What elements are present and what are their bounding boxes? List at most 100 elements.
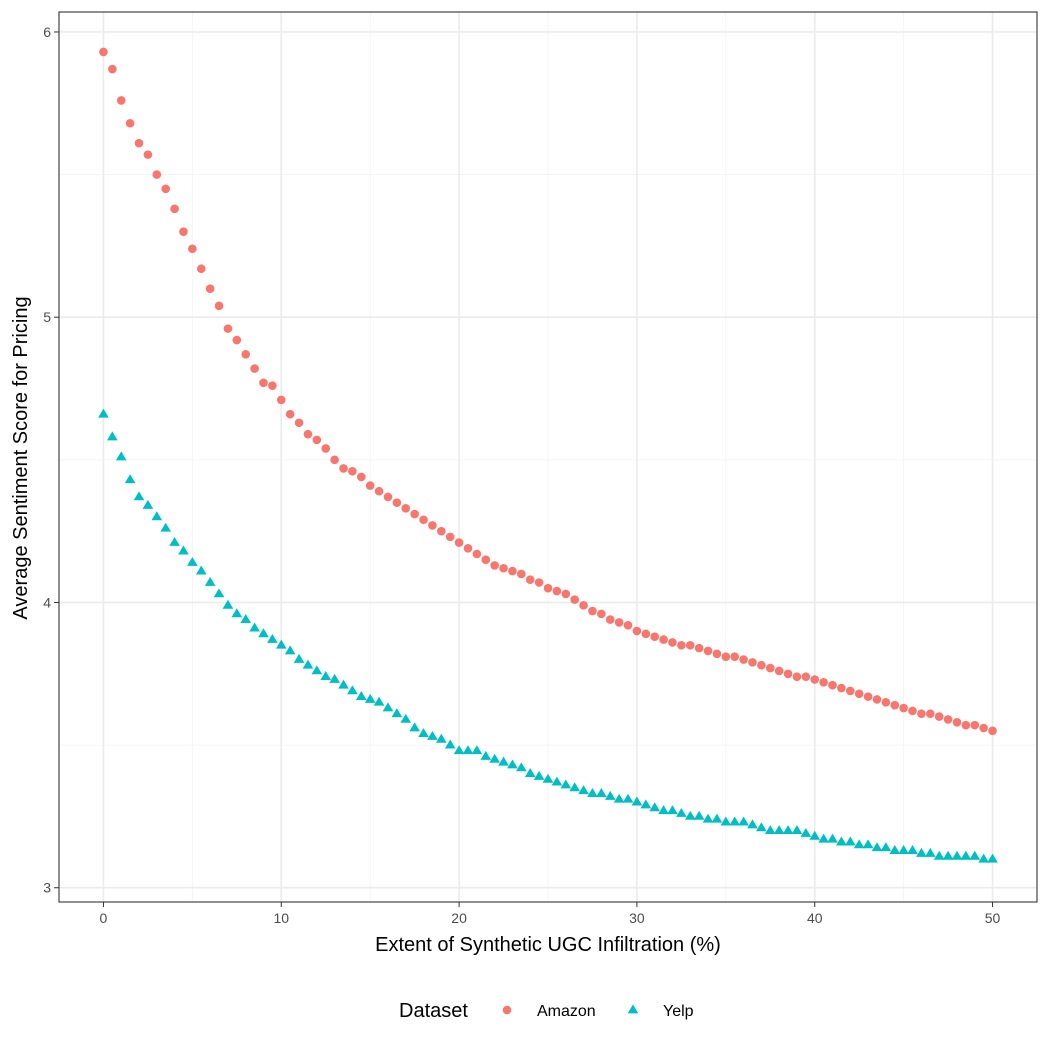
yelp-point (649, 802, 661, 812)
yelp-point (889, 845, 901, 855)
yelp-point (880, 842, 892, 852)
yelp-point (338, 679, 349, 689)
yelp-point (453, 745, 465, 755)
yelp-point (133, 491, 145, 501)
yelp-point (222, 599, 234, 609)
amazon-point (650, 632, 659, 642)
yelp-point (293, 653, 305, 663)
amazon-point (979, 723, 988, 733)
yelp-point (684, 810, 696, 820)
yelp-point (711, 813, 723, 823)
y-tick-label: 3 (43, 880, 51, 896)
yelp-point (516, 762, 527, 772)
amazon-point (837, 683, 846, 693)
yelp-point (391, 708, 403, 718)
amazon-point (134, 138, 144, 148)
amazon-point (774, 666, 784, 676)
yelp-point (507, 759, 518, 769)
amazon-point (410, 509, 419, 519)
legend: Dataset Amazon Yelp (399, 1000, 694, 1022)
yelp-point (773, 825, 785, 835)
yelp-point (240, 613, 252, 623)
amazon-point (285, 409, 295, 419)
amazon-point (419, 515, 428, 525)
amazon-point (365, 481, 375, 490)
yelp-point (844, 836, 856, 846)
yelp-point (960, 850, 972, 860)
amazon-point (356, 472, 366, 482)
amazon-point (721, 652, 731, 661)
yelp-point (151, 511, 163, 521)
amazon-point (330, 455, 339, 465)
amazon-point (339, 464, 348, 473)
amazon-point (188, 244, 197, 254)
yelp-point (551, 776, 563, 786)
yelp-point (667, 805, 678, 815)
amazon-point (810, 675, 820, 684)
amazon-point (161, 184, 170, 194)
yelp-point (169, 536, 180, 546)
yelp-point (489, 753, 500, 763)
amazon-point (943, 715, 953, 724)
amazon-point (588, 606, 597, 616)
yelp-point (578, 785, 589, 795)
amazon-point (685, 640, 695, 650)
yelp-point (524, 768, 536, 777)
amazon-point (268, 381, 277, 390)
yelp-point (329, 673, 340, 683)
amazon-point (205, 284, 215, 293)
x-tick-label: 20 (451, 910, 467, 926)
amazon-point (579, 601, 588, 610)
amazon-point (899, 703, 908, 713)
legend-label-amazon: Amazon (537, 1003, 596, 1020)
x-tick-label: 10 (273, 910, 289, 926)
yelp-point (987, 853, 998, 863)
yelp-point (418, 728, 429, 738)
yelp-point (604, 790, 616, 800)
amazon-point (890, 700, 900, 710)
yelp-point (756, 822, 767, 832)
yelp-point (115, 451, 127, 461)
yelp-point (533, 770, 545, 780)
yelp-point (311, 665, 323, 675)
yelp-point (951, 850, 963, 860)
yelp-point (978, 853, 989, 863)
amazon-point (179, 227, 188, 236)
yelp-point (427, 730, 438, 740)
amazon-point (517, 569, 526, 579)
amazon-point (677, 640, 686, 650)
amazon-point (143, 150, 153, 159)
amazon-point (908, 706, 917, 716)
x-tick-label: 30 (629, 910, 645, 926)
yelp-point (800, 827, 812, 837)
yelp-point (231, 608, 243, 618)
amazon-point (730, 652, 740, 661)
yelp-point (836, 836, 847, 846)
yelp-point (347, 685, 358, 695)
y-tick-label: 5 (43, 309, 51, 325)
yelp-point (764, 825, 776, 835)
x-axis: 0 10 20 30 40 50 (100, 902, 1001, 926)
yelp-point (933, 850, 945, 860)
amazon-point (543, 583, 553, 593)
amazon-point (392, 498, 402, 507)
amazon-point (792, 672, 802, 681)
amazon-point (348, 466, 357, 476)
amazon-point (970, 720, 980, 730)
amazon-point (845, 686, 855, 696)
yelp-point (924, 847, 936, 857)
yelp-point (480, 750, 492, 760)
yelp-point (898, 845, 909, 855)
amazon-point (739, 655, 748, 664)
amazon-point (472, 549, 482, 559)
legend-title: Dataset (399, 1000, 468, 1022)
yelp-point (907, 845, 918, 855)
amazon-point (259, 378, 268, 388)
amazon-point (934, 712, 944, 721)
amazon-point (961, 720, 971, 730)
amazon-point (463, 543, 473, 553)
amazon-point (250, 364, 259, 373)
yelp-point (204, 576, 216, 586)
yelp-point (213, 588, 225, 598)
